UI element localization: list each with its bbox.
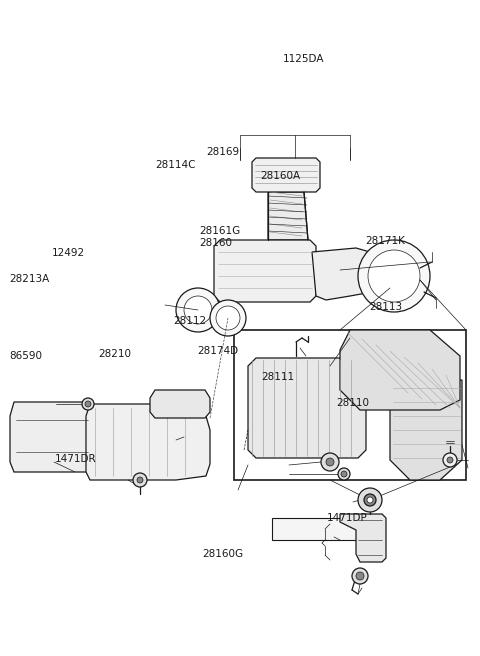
- Text: 28174D: 28174D: [197, 346, 238, 356]
- Polygon shape: [340, 514, 386, 562]
- Text: 28171K: 28171K: [365, 236, 405, 247]
- Polygon shape: [150, 390, 210, 418]
- Circle shape: [82, 398, 94, 410]
- Text: 86590: 86590: [10, 351, 43, 361]
- Circle shape: [216, 306, 240, 330]
- Circle shape: [210, 300, 246, 336]
- Text: 12492: 12492: [52, 247, 85, 258]
- Text: 28113: 28113: [370, 302, 403, 312]
- Circle shape: [358, 488, 382, 512]
- Polygon shape: [252, 158, 320, 192]
- Circle shape: [364, 494, 376, 506]
- Circle shape: [85, 401, 91, 407]
- Circle shape: [338, 468, 350, 480]
- Text: 28114C: 28114C: [155, 160, 195, 171]
- Bar: [234, 330, 466, 480]
- Text: 28112: 28112: [173, 316, 206, 327]
- Text: 1471DR: 1471DR: [55, 454, 97, 464]
- Circle shape: [358, 240, 430, 312]
- Polygon shape: [312, 248, 396, 300]
- Circle shape: [447, 457, 453, 463]
- Polygon shape: [340, 330, 460, 410]
- Polygon shape: [10, 402, 92, 472]
- Circle shape: [341, 471, 347, 477]
- Circle shape: [321, 453, 339, 471]
- Text: 28210: 28210: [98, 349, 132, 359]
- Polygon shape: [268, 192, 308, 240]
- Circle shape: [133, 473, 147, 487]
- Circle shape: [443, 453, 457, 467]
- Circle shape: [367, 497, 373, 503]
- Text: 28161G: 28161G: [200, 226, 241, 236]
- Text: 28213A: 28213A: [10, 274, 50, 284]
- Bar: [272, 518, 360, 540]
- Polygon shape: [390, 380, 462, 480]
- Circle shape: [368, 250, 420, 302]
- Circle shape: [356, 572, 364, 580]
- Circle shape: [137, 477, 143, 483]
- Text: 28160G: 28160G: [203, 549, 244, 560]
- Text: 28160: 28160: [200, 237, 233, 248]
- Polygon shape: [86, 404, 210, 480]
- Circle shape: [352, 568, 368, 584]
- Text: 28111: 28111: [262, 372, 295, 382]
- Polygon shape: [248, 358, 366, 458]
- Circle shape: [184, 296, 212, 324]
- Text: 1125DA: 1125DA: [283, 54, 324, 64]
- Text: 1471DP: 1471DP: [326, 513, 367, 523]
- Text: 28169: 28169: [206, 147, 240, 157]
- Circle shape: [176, 288, 220, 332]
- Circle shape: [326, 458, 334, 466]
- Text: 28110: 28110: [336, 398, 369, 409]
- Text: 28160A: 28160A: [261, 171, 301, 181]
- Polygon shape: [214, 240, 316, 302]
